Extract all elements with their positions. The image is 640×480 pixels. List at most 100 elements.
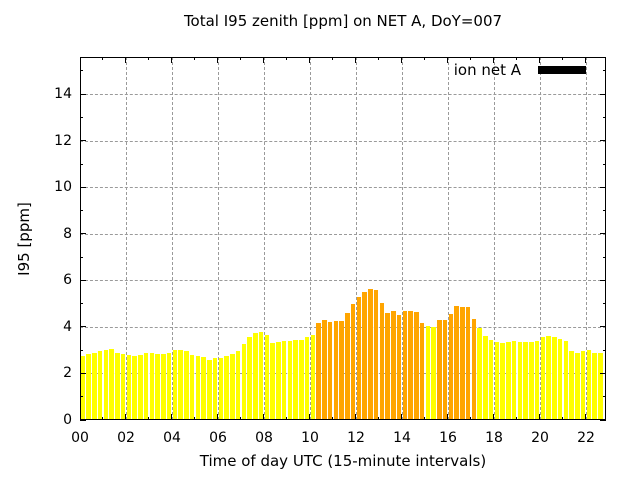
y-major-tick — [600, 419, 606, 421]
y-tick-label: 10 — [54, 179, 72, 196]
y-minor-tick — [603, 210, 606, 212]
x-tick-label: 06 — [209, 430, 227, 446]
y-tick-label: 6 — [63, 272, 72, 289]
data-bar — [488, 339, 494, 420]
data-bar — [258, 331, 264, 420]
x-major-tick — [263, 414, 265, 420]
data-bar — [460, 307, 465, 420]
x-tick-label: 14 — [393, 430, 411, 446]
data-bar — [120, 353, 126, 420]
data-bar — [287, 340, 293, 420]
data-bar — [138, 354, 143, 420]
data-bar — [207, 359, 212, 420]
x-gridline — [263, 57, 265, 420]
data-bar — [477, 328, 482, 420]
y-major-tick — [80, 186, 86, 188]
ticks-layer — [79, 57, 606, 421]
y-major-tick — [600, 140, 606, 142]
x-minor-tick — [378, 57, 380, 60]
data-bar — [80, 356, 86, 420]
data-bar — [189, 354, 195, 420]
x-tick-label: 12 — [347, 430, 365, 446]
data-bar — [201, 357, 206, 420]
data-bar — [431, 326, 436, 420]
data-bar — [563, 340, 569, 420]
data-bar — [281, 340, 287, 420]
x-tick-label: 04 — [163, 430, 181, 446]
data-bar — [109, 349, 114, 420]
y-minor-tick — [603, 256, 606, 258]
x-major-tick — [79, 57, 81, 63]
data-bar — [546, 336, 551, 420]
data-bar — [552, 337, 557, 420]
data-bar — [529, 342, 534, 420]
x-major-tick — [171, 414, 173, 420]
data-bar — [402, 310, 408, 420]
x-gridline — [309, 57, 311, 420]
x-tick-label: 20 — [531, 430, 549, 446]
y-major-tick — [80, 372, 86, 374]
plot-area: ion net A — [79, 57, 606, 421]
data-bar — [454, 305, 459, 420]
data-bar — [557, 338, 563, 420]
data-bar — [350, 303, 356, 420]
x-major-tick — [401, 414, 403, 420]
y-minor-tick — [603, 163, 606, 165]
data-bar — [224, 356, 229, 420]
data-bar — [310, 335, 316, 420]
y-gridline — [80, 233, 606, 235]
x-major-tick — [217, 414, 219, 420]
data-bar — [184, 351, 189, 420]
x-minor-tick — [286, 417, 288, 420]
data-bar — [276, 342, 281, 420]
x-minor-tick — [240, 57, 242, 60]
data-bar — [322, 319, 327, 420]
y-major-tick — [600, 233, 606, 235]
x-minor-tick — [424, 57, 426, 60]
x-minor-tick — [148, 57, 150, 60]
data-bar — [598, 352, 603, 420]
y-major-tick — [80, 233, 86, 235]
y-minor-tick — [80, 163, 83, 165]
data-bar — [523, 342, 528, 420]
data-bar — [172, 350, 178, 420]
x-major-tick — [125, 414, 127, 420]
data-bar — [471, 318, 477, 420]
x-gridline — [355, 57, 357, 420]
y-minor-tick — [80, 256, 83, 258]
data-bar — [143, 352, 149, 420]
x-gridline — [401, 57, 403, 420]
data-bar — [465, 307, 471, 420]
data-bar — [575, 352, 580, 420]
data-bar — [379, 302, 385, 420]
data-bar — [345, 312, 350, 420]
x-minor-tick — [102, 57, 104, 60]
x-major-tick — [309, 414, 311, 420]
x-gridline — [585, 57, 587, 420]
y-minor-tick — [80, 210, 83, 212]
data-bar — [253, 332, 258, 420]
data-bar — [241, 344, 247, 420]
data-bar — [586, 350, 592, 420]
y-major-tick — [600, 279, 606, 281]
x-minor-tick — [332, 57, 334, 60]
chart-title: Total I95 zenith [ppm] on NET A, DoY=007 — [183, 12, 503, 30]
y-major-tick — [600, 186, 606, 188]
x-major-tick — [585, 57, 587, 63]
data-bar — [368, 288, 373, 420]
data-bar — [385, 312, 390, 420]
y-tick-label: 2 — [63, 365, 72, 382]
data-bar — [396, 315, 402, 420]
x-major-tick — [447, 414, 449, 420]
x-major-tick — [447, 57, 449, 63]
data-bar — [592, 352, 597, 420]
data-bar — [339, 321, 344, 420]
data-bar — [218, 358, 224, 420]
data-bar — [408, 310, 413, 420]
x-gridline — [493, 57, 495, 420]
data-bar — [299, 339, 304, 420]
x-minor-tick — [378, 417, 380, 420]
data-bar — [500, 343, 505, 420]
data-bar — [155, 353, 160, 420]
y-major-tick — [80, 93, 86, 95]
